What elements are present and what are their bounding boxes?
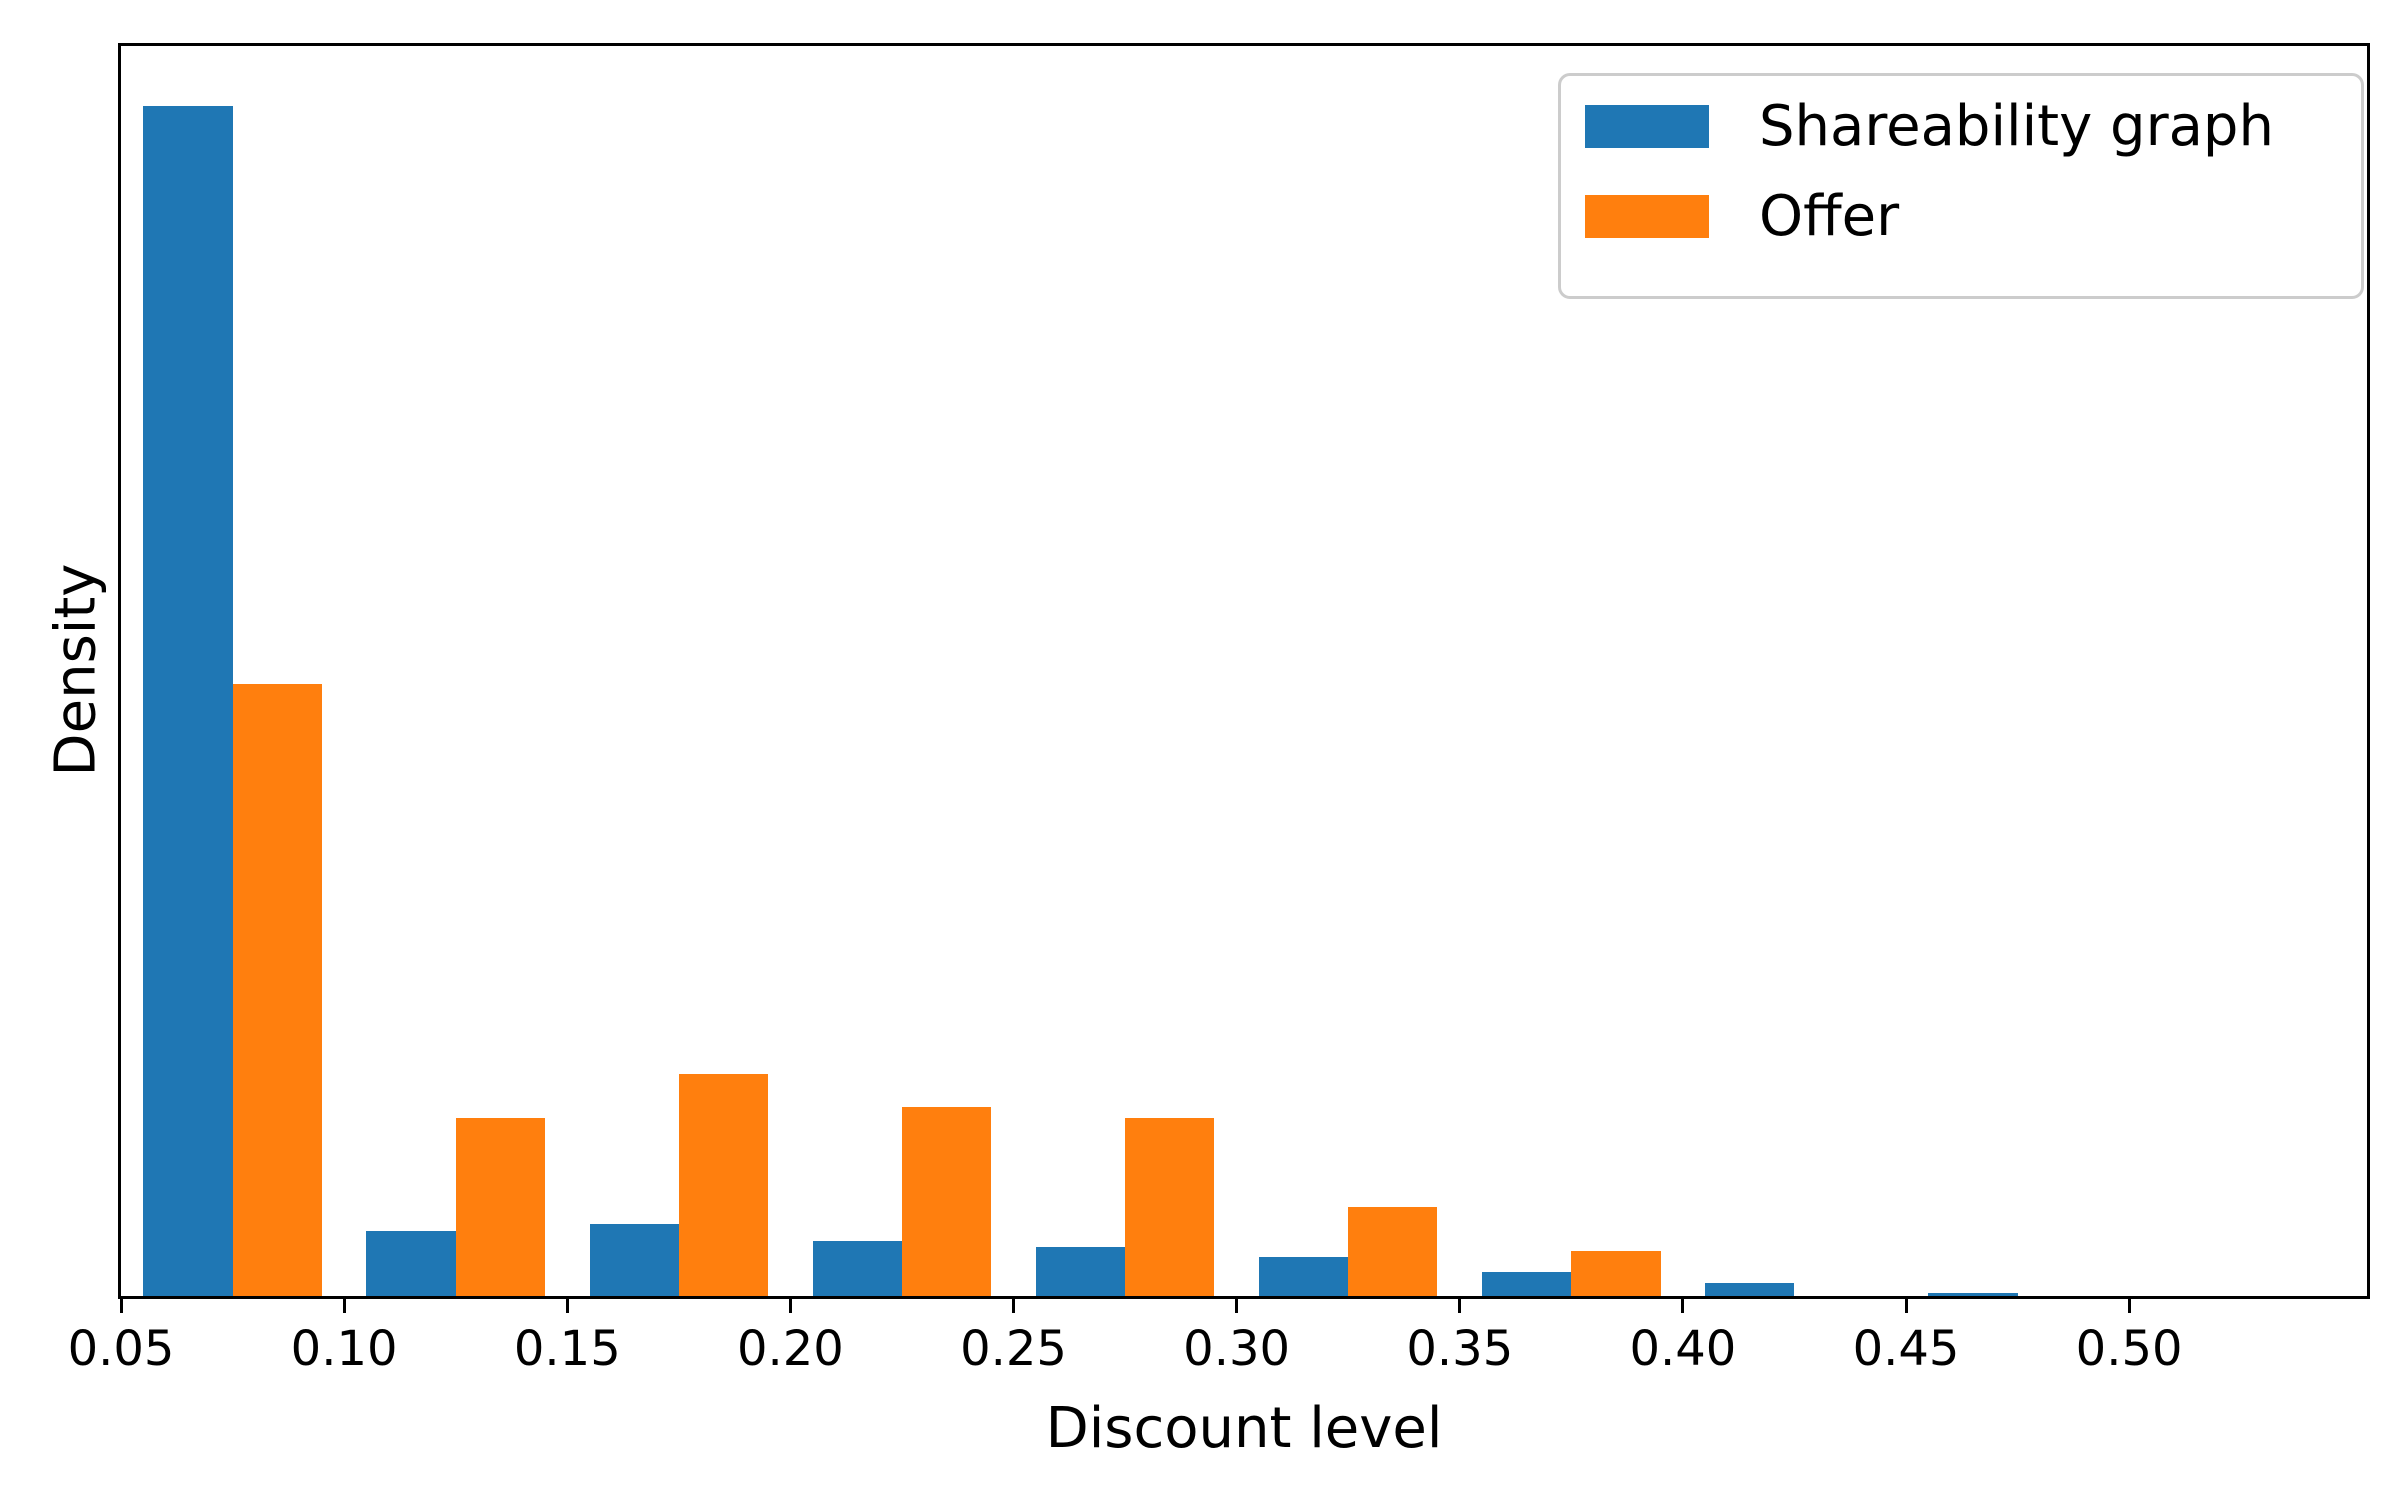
bar-shareability-graph-bin8 xyxy=(1928,1293,2018,1296)
x-tick-0.15 xyxy=(565,1299,569,1313)
legend-item-offer: Offer xyxy=(1585,188,2361,244)
bar-shareability-graph-bin0 xyxy=(143,105,233,1296)
x-axis-label: Discount level xyxy=(1045,1396,1443,1461)
x-tick-0.35 xyxy=(1458,1299,1462,1313)
x-axis: 0.05 0.10 0.15 0.20 0.25 0.30 0.35 0.40 0.45 0.50 xyxy=(68,1299,2367,1389)
bar-shareability-graph-bin5 xyxy=(1258,1256,1349,1296)
x-tick-0.20 xyxy=(788,1299,792,1313)
bar-shareability-graph-bin2 xyxy=(589,1224,679,1296)
x-tick-label-0.10: 0.10 xyxy=(290,1321,398,1377)
x-tick-0.10 xyxy=(342,1299,346,1313)
x-tick-label-0.35: 0.35 xyxy=(1406,1321,1514,1377)
x-tick-0.50 xyxy=(2127,1299,2131,1313)
x-tick-label-0.05: 0.05 xyxy=(67,1321,175,1377)
bar-shareability-graph-bin3 xyxy=(812,1240,902,1296)
x-tick-label-0.15: 0.15 xyxy=(513,1321,621,1377)
legend-label-offer: Offer xyxy=(1759,183,1900,249)
x-tick-label-0.25: 0.25 xyxy=(960,1321,1067,1377)
x-tick-label-0.30: 0.30 xyxy=(1183,1321,1291,1377)
legend-label-shareability-graph: Shareability graph xyxy=(1759,93,2274,159)
legend: Shareability graph Offer xyxy=(1558,73,2364,299)
legend-swatch-shareability-graph xyxy=(1585,105,1709,148)
legend-swatch-offer xyxy=(1585,195,1709,238)
bar-offer-bin6 xyxy=(1571,1250,1661,1296)
x-tick-0.45 xyxy=(1904,1299,1908,1313)
y-axis-label: Density xyxy=(43,563,109,777)
x-tick-0.40 xyxy=(1681,1299,1685,1313)
bar-shareability-graph-bin7 xyxy=(1705,1283,1795,1296)
bar-offer-bin1 xyxy=(455,1117,545,1296)
bar-offer-bin3 xyxy=(901,1107,992,1296)
bar-offer-bin2 xyxy=(678,1073,769,1296)
x-tick-0.30 xyxy=(1235,1299,1239,1313)
x-tick-label-0.20: 0.20 xyxy=(736,1321,844,1377)
legend-item-shareability-graph: Shareability graph xyxy=(1585,98,2361,154)
bar-offer-bin5 xyxy=(1348,1206,1438,1296)
x-tick-0.25 xyxy=(1012,1299,1015,1313)
bar-offer-bin4 xyxy=(1125,1117,1215,1296)
x-tick-label-0.40: 0.40 xyxy=(1629,1321,1737,1377)
x-tick-label-0.45: 0.45 xyxy=(1852,1321,1960,1377)
x-tick-label-0.50: 0.50 xyxy=(2075,1321,2183,1377)
x-tick-0.05 xyxy=(119,1299,123,1313)
bar-shareability-graph-bin6 xyxy=(1482,1271,1572,1296)
bar-offer-bin0 xyxy=(232,684,322,1296)
bar-shareability-graph-bin4 xyxy=(1035,1246,1126,1296)
bar-shareability-graph-bin1 xyxy=(366,1231,456,1296)
